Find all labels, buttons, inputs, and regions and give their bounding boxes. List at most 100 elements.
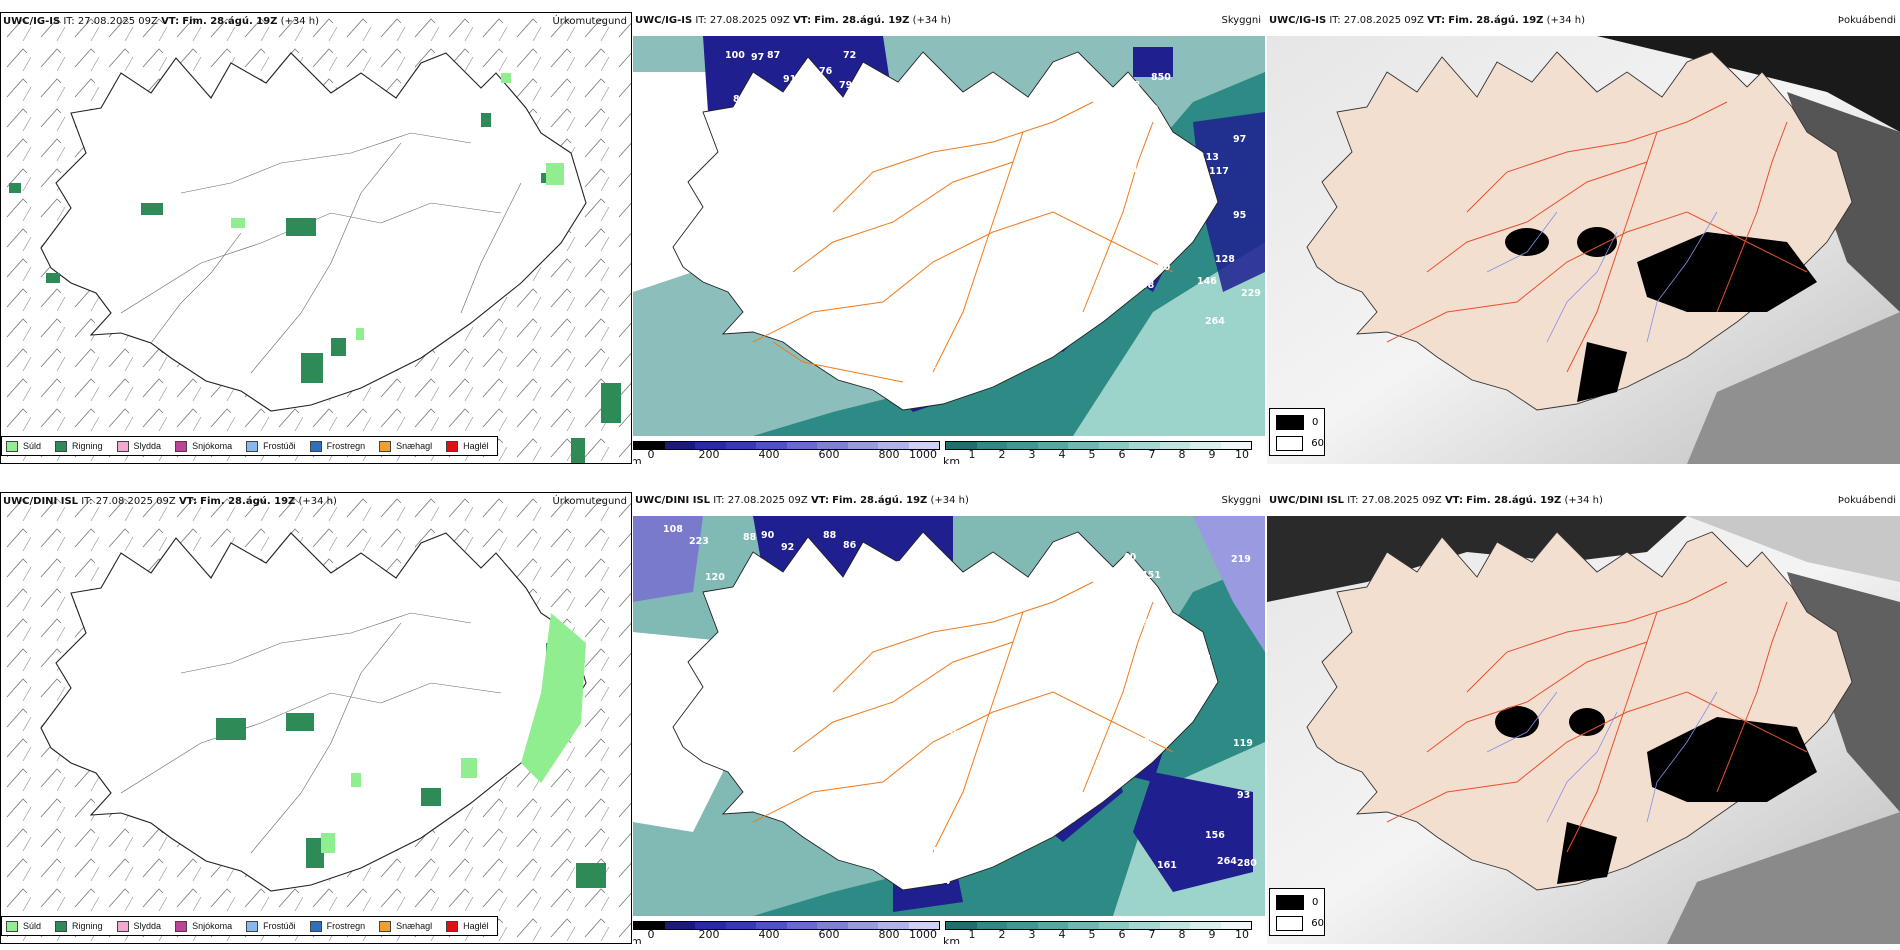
map-label: 54 — [909, 868, 923, 879]
fog-map-top — [1267, 36, 1900, 464]
colorbar-tick: 3 — [1028, 928, 1036, 941]
legend-swatch — [175, 920, 188, 932]
precip-legend: Súld Rigning Slydda Snjókoma Frostúði Fr… — [1, 916, 498, 936]
map-label: 31 — [1177, 644, 1190, 655]
map-label: 33 — [1063, 814, 1076, 825]
map-label: 120 — [705, 572, 725, 583]
fog-map-bottom — [1267, 516, 1900, 944]
colorbar-strip — [633, 441, 940, 450]
colorbar-tick: 1000 — [909, 928, 937, 941]
map-label: 60 — [1043, 222, 1057, 233]
map-label: 152 — [815, 194, 835, 205]
legend-swatch — [246, 920, 259, 932]
map-label: 97 — [1233, 134, 1246, 145]
colorbar-tick: 3 — [1028, 448, 1036, 461]
map-label: 107 — [647, 154, 667, 165]
legend-swatch — [446, 920, 459, 932]
legend-item: Frostregn — [309, 440, 365, 452]
map-label: 110 — [1021, 270, 1041, 281]
fog-panel-top: UWC/IG-IS IT: 27.08.2025 09Z VT: Fim. 28… — [1267, 12, 1900, 464]
map-label: 136 — [849, 620, 869, 631]
cloud-base-labels: 108 223 88 90 88 86 103 100 84 84 92 136… — [663, 524, 1257, 887]
colorbar-tick: 6 — [1118, 448, 1126, 461]
colorbar-tick: 2 — [998, 448, 1006, 461]
legend-item: Snæhagl — [379, 920, 432, 932]
map-label: 43 — [1127, 80, 1140, 91]
colorbar-tick: 400 — [758, 448, 780, 461]
map-label: 123 — [827, 618, 847, 629]
panel-type-label: Þokuábendi — [1837, 15, 1896, 26]
precip-map-top — [1, 13, 631, 463]
panel-title: UWC/DINI ISL IT: 27.08.2025 09Z VT: Fim.… — [635, 495, 969, 506]
colorbar-tick: 10 — [1235, 928, 1249, 941]
panel-type-label: Skyggni — [1221, 15, 1261, 26]
map-label: 9 — [1053, 698, 1060, 709]
map-label: 50 — [933, 846, 947, 857]
map-label: 38 — [1191, 680, 1205, 691]
map-label: 52 — [1163, 202, 1176, 213]
colorbar-tick: 10 — [1235, 448, 1249, 461]
map-label: 95 — [1233, 210, 1246, 221]
map-label: 92 — [781, 542, 794, 553]
colorbar-tick: 2 — [998, 928, 1006, 941]
map-label: 94 — [801, 64, 815, 75]
colorbar-tick: 4 — [1058, 928, 1066, 941]
map-label: 84 — [733, 94, 747, 105]
legend-swatch — [309, 440, 322, 452]
map-label: 38 — [1063, 330, 1077, 341]
colorbar-tick: 8 — [1178, 448, 1186, 461]
legend-swatch — [175, 440, 188, 452]
map-label: 45 — [1087, 314, 1100, 325]
panel-type-label: Úrkomutegund — [552, 16, 627, 27]
panel-title: UWC/DINI ISL IT: 27.08.2025 09Z VT: Fim.… — [1269, 495, 1603, 506]
fog-legend: 0 60 — [1269, 408, 1325, 456]
colorbar-tick: 0 — [647, 928, 655, 941]
map-label: 108 — [663, 524, 683, 535]
precip-type-panel-bottom: UWC/DINI ISL IT: 27.08.2025 09Z VT: Fim.… — [0, 492, 632, 944]
map-label: 88 — [743, 532, 757, 543]
map-label: 86 — [843, 540, 857, 551]
map-label: 156 — [1205, 830, 1225, 841]
legend-swatch-white — [1276, 916, 1304, 931]
map-label: 57 — [1063, 776, 1076, 787]
colorbar-tick: 1000 — [909, 448, 937, 461]
legend-item: Súld — [6, 920, 41, 932]
colorbar-tick: 8 — [1178, 928, 1186, 941]
legend-swatch — [246, 440, 259, 452]
map-label: 84 — [913, 578, 927, 589]
map-label: 75 — [887, 722, 900, 733]
panel-title: UWC/IG-IS IT: 27.08.2025 09Z VT: Fim. 28… — [635, 15, 952, 26]
visibility-panel-bottom: 108 223 88 90 88 86 103 100 84 84 92 136… — [633, 492, 1265, 944]
legend-item: Snjókoma — [175, 920, 232, 932]
map-label: 41 — [1095, 774, 1108, 785]
legend-swatch — [379, 440, 392, 452]
legend-swatch — [6, 920, 18, 932]
colorbar-tick: 7 — [1148, 448, 1156, 461]
map-label: 280 — [1237, 858, 1257, 869]
panel-type-label: Úrkomutegund — [552, 496, 627, 507]
map-label: 72 — [843, 50, 856, 61]
cloud-base-colorbar: m 0 200 400 600 800 1000 — [633, 921, 940, 944]
colorbar-tick: 0 — [647, 448, 655, 461]
map-label: 40 — [1123, 552, 1137, 563]
map-label: 81 — [1065, 302, 1078, 313]
map-label: 117 — [1209, 166, 1229, 177]
map-label: 83 — [1023, 752, 1036, 763]
colorbar-ticks: m 0 200 400 600 800 1000 — [633, 448, 938, 464]
map-label: 119 — [1233, 738, 1253, 749]
colorbar-ticks: m 0 200 400 600 800 1000 — [633, 928, 938, 944]
map-label: 52 — [1119, 266, 1132, 277]
panel-title: UWC/DINI ISL IT: 27.08.2025 09Z VT: Fim.… — [3, 496, 337, 507]
map-label: 90 — [1097, 146, 1111, 157]
cloud-base-colorbar: m 0 200 400 600 800 1000 — [633, 441, 940, 464]
map-label: 50 — [943, 726, 957, 737]
colorbar-tick: 9 — [1208, 448, 1216, 461]
visibility-colorbar: km 1 2 3 4 5 6 7 8 9 10 — [943, 921, 1252, 944]
colorbar-unit: km — [943, 455, 961, 464]
map-label: 113 — [1199, 152, 1219, 163]
precip-legend: Súld Rigning Slydda Snjókoma Frostúði Fr… — [1, 436, 498, 456]
map-label: 45 — [1179, 226, 1192, 237]
map-label: 94 — [873, 158, 887, 169]
map-label: 91 — [783, 74, 796, 85]
map-label: 264 — [1217, 856, 1237, 867]
